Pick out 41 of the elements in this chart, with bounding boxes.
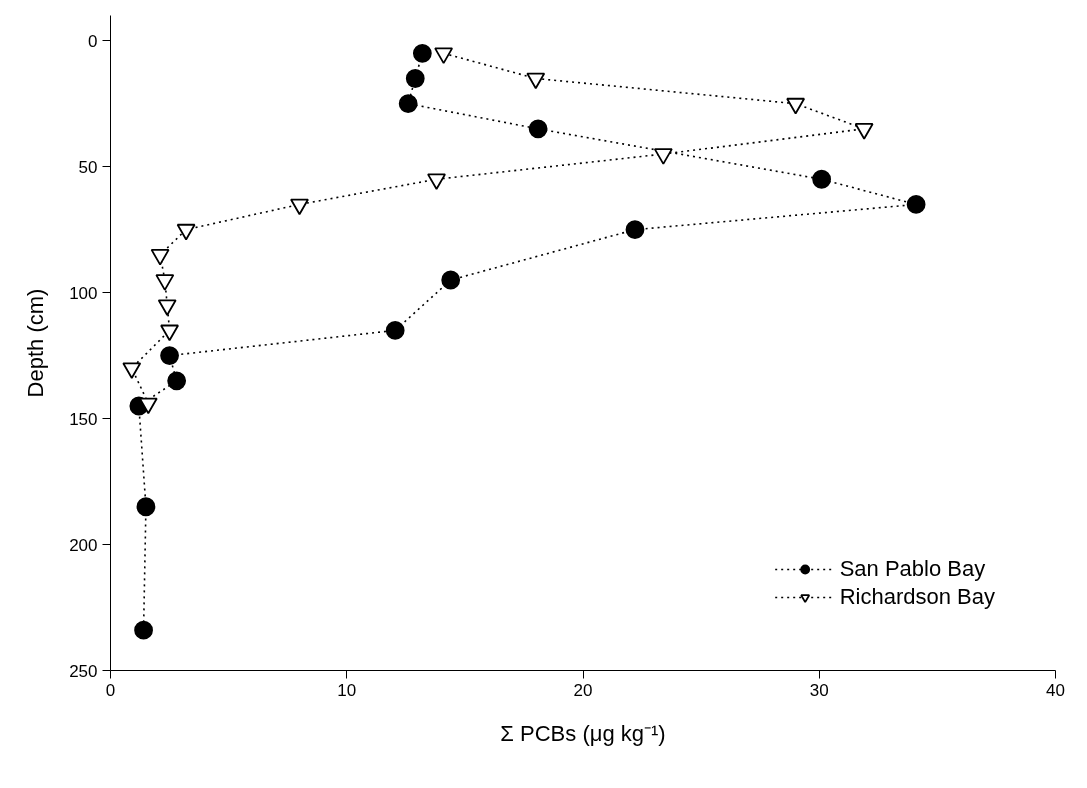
legend-label: San Pablo Bay [839, 556, 986, 582]
y-tick-label: 100 [69, 283, 98, 303]
x-tick-label: 40 [1046, 680, 1065, 700]
point [157, 299, 177, 316]
legend-label: Richardson Bay [839, 584, 995, 610]
y-tick-label: 50 [78, 157, 98, 177]
point [176, 223, 196, 241]
point [122, 362, 142, 379]
point [134, 620, 153, 640]
y-tick-label: 200 [69, 535, 98, 555]
point [625, 220, 645, 240]
point [398, 94, 418, 114]
point [653, 148, 673, 165]
point [427, 173, 446, 190]
x-axis-title: Σ PCBs (μg kg⁻¹) [500, 720, 666, 746]
point [854, 123, 874, 140]
point [167, 371, 187, 391]
point [290, 198, 309, 216]
point [155, 274, 175, 291]
y-axis-title: Depth (cm) [23, 288, 49, 398]
point [136, 497, 156, 517]
point [385, 321, 405, 340]
y-tick-label: 0 [88, 31, 98, 51]
x-tick-label: 0 [105, 680, 116, 700]
point [528, 119, 548, 139]
point [812, 169, 832, 189]
x-tick-label: 20 [573, 680, 593, 700]
point [906, 195, 926, 214]
point [786, 97, 806, 115]
point [526, 72, 546, 90]
y-tick-label: 150 [69, 409, 98, 429]
point [441, 270, 461, 290]
point [150, 249, 170, 266]
y-tick-label: 250 [69, 661, 98, 681]
point [138, 397, 158, 415]
point [160, 324, 179, 342]
x-tick-label: 10 [337, 680, 357, 700]
point [160, 346, 179, 365]
point [434, 47, 454, 64]
x-tick-label: 30 [809, 680, 829, 700]
point [405, 69, 425, 88]
